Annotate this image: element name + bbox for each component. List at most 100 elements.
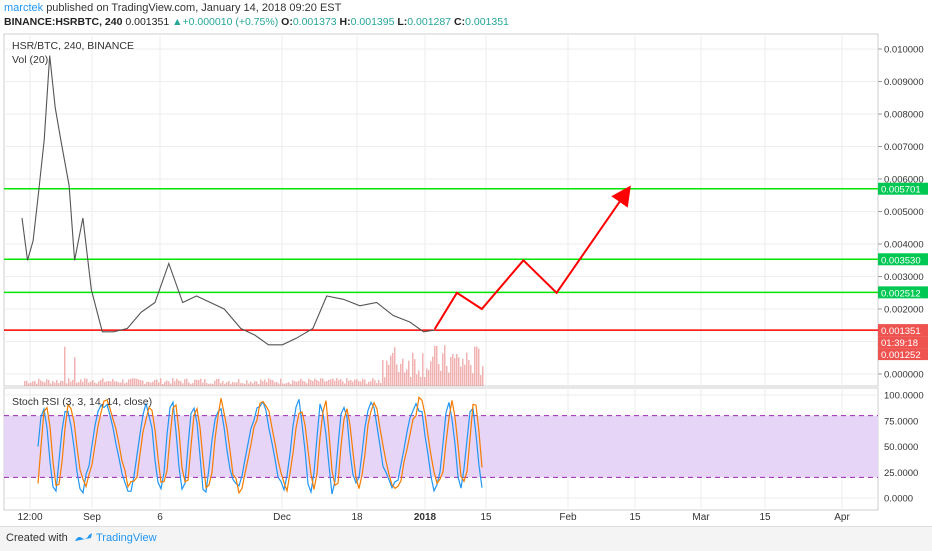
tradingview-brand[interactable]: TradingView <box>96 532 157 544</box>
x-tick-label: 12:00 <box>17 512 42 523</box>
volume-bar <box>360 381 362 386</box>
stoch-axis[interactable]: 100.0000 75.0000 50.0000 25.0000 0.0000 <box>884 391 924 505</box>
volume-bar <box>316 379 318 386</box>
volume-bar <box>178 380 180 386</box>
stoch-tick-label: 0.0000 <box>884 494 913 505</box>
volume-bar <box>208 383 210 386</box>
price-pane[interactable] <box>3 33 879 387</box>
volume-bar <box>328 379 330 386</box>
volume-bar <box>192 383 194 386</box>
volume-bar <box>474 346 476 386</box>
tradingview-logo-icon[interactable] <box>74 530 94 544</box>
volume-bar <box>376 383 378 386</box>
volume-bar <box>422 353 424 386</box>
stoch-tick-label: 25.0000 <box>884 468 918 479</box>
volume-bar <box>314 378 316 386</box>
volume-bar <box>224 383 226 386</box>
volume-bar <box>250 381 252 386</box>
x-tick-label: Sep <box>83 512 101 523</box>
ohlc-line: BINANCE:HSRBTC, 240 0.001351 ▲+0.000010 … <box>4 16 509 28</box>
volume-bar <box>116 381 118 386</box>
volume-bar <box>150 382 152 386</box>
level-tag-label: 0.005701 <box>881 185 921 196</box>
price-tag-label: 0.001252 <box>881 350 921 361</box>
time-axis[interactable]: 12:00 Sep 6 Dec 18 2018 15 Feb 15 Mar 15 Apr <box>17 512 850 523</box>
volume-bar <box>286 382 288 386</box>
volume-bar <box>52 381 54 386</box>
volume-bar <box>184 379 186 386</box>
volume-bar <box>448 372 450 386</box>
y-tick-label: 0.005000 <box>884 207 924 218</box>
volume-bar <box>450 356 452 386</box>
volume-bar <box>84 378 86 386</box>
volume-bar <box>324 381 326 386</box>
volume-bar <box>346 378 348 386</box>
volume-bar <box>206 382 208 386</box>
projection-arrow[interactable] <box>433 185 631 330</box>
volume-bar <box>40 380 42 386</box>
high-label: H: <box>339 16 351 28</box>
x-tick-label: Mar <box>692 512 710 523</box>
volume-bar <box>26 380 28 386</box>
volume-bar <box>464 364 466 386</box>
volume-bar <box>170 383 172 386</box>
volume-bar <box>336 378 338 386</box>
volume-bar <box>132 378 134 386</box>
volume-bar <box>122 379 124 386</box>
volume-bar <box>344 383 346 386</box>
volume-bar <box>266 381 268 386</box>
volume-bar <box>264 379 266 386</box>
volume-bar <box>78 382 80 386</box>
volume-bar <box>334 380 336 386</box>
volume-bar <box>350 380 352 386</box>
footer-bar: Created with TradingView <box>0 526 932 551</box>
x-tick-label: 2018 <box>414 512 437 523</box>
volume-bar <box>446 366 448 386</box>
volume-bar <box>230 383 232 386</box>
volume-bar <box>354 379 356 386</box>
level-tag-bg <box>878 324 928 337</box>
volume-bar <box>284 383 286 386</box>
volume-bar <box>42 381 44 386</box>
high-value: 0.001395 <box>350 16 395 28</box>
volume-bar <box>28 383 30 386</box>
volume-bar <box>352 381 354 386</box>
volume-bar <box>232 381 234 386</box>
volume-bar <box>396 364 398 386</box>
volume-bar <box>174 381 176 386</box>
volume-bar <box>274 382 276 386</box>
price-tag-label: 01:39:18 <box>881 338 918 349</box>
volume-bar <box>480 375 482 386</box>
volume-bar <box>188 382 190 386</box>
volume-label: Vol (20) <box>12 54 48 66</box>
volume-bar <box>340 379 342 386</box>
volume-bar <box>392 352 394 386</box>
volume-bar <box>228 381 230 386</box>
volume-bar <box>236 382 238 386</box>
volume-bar <box>294 381 296 386</box>
volume-bar <box>36 383 38 386</box>
volume-bar <box>440 370 442 386</box>
volume-bar <box>406 369 408 386</box>
volume-bar <box>210 383 212 386</box>
volume-bar <box>462 358 464 386</box>
volume-bar <box>62 381 64 386</box>
volume-bar <box>222 381 224 386</box>
volume-bar <box>348 380 350 386</box>
x-tick-label: 15 <box>480 512 492 523</box>
volume-bar <box>104 382 106 386</box>
chart-canvas[interactable]: 0.010000 0.009000 0.008000 0.007000 0.006000… <box>0 0 932 526</box>
horizontal-levels[interactable] <box>4 187 878 331</box>
volume-bar <box>454 358 456 386</box>
volume-bar <box>76 382 78 386</box>
volume-bar <box>252 383 254 386</box>
volume-bar <box>290 383 292 386</box>
author-link[interactable]: marctek <box>4 2 44 14</box>
price-grid <box>4 34 878 386</box>
volume-bar <box>204 379 206 386</box>
volume-bar <box>296 381 298 386</box>
volume-bar <box>154 379 156 386</box>
volume-bar <box>34 380 36 386</box>
volume-bar <box>114 381 116 386</box>
chart-header: marctek published on TradingView.com, Ja… <box>4 0 924 30</box>
